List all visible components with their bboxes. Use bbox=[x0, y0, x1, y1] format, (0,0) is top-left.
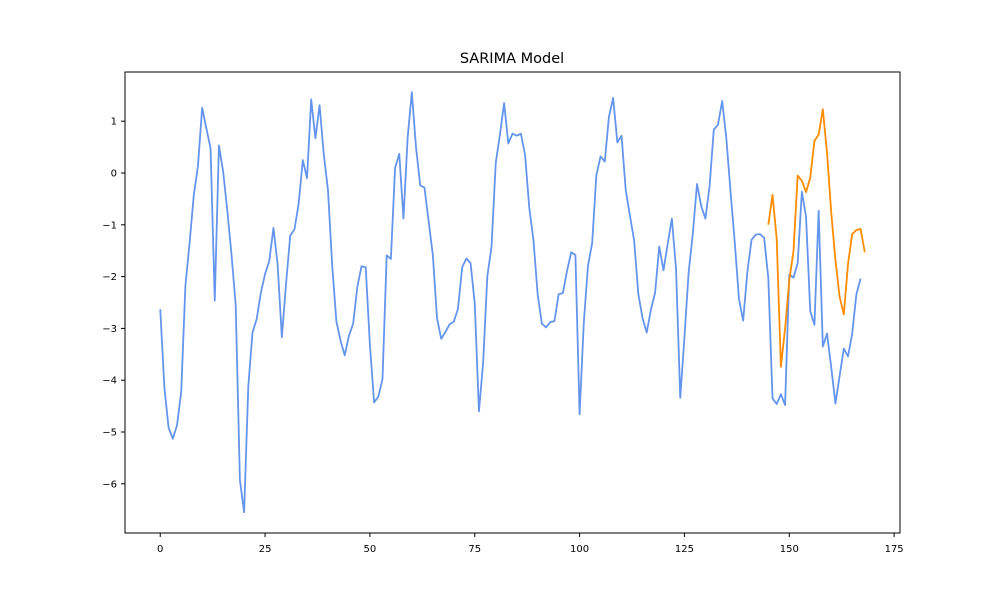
y-tick-label: −5 bbox=[102, 427, 117, 438]
y-tick-label: −4 bbox=[102, 376, 117, 387]
x-tick-label: 0 bbox=[157, 544, 163, 555]
x-tick-label: 25 bbox=[259, 544, 272, 555]
y-tick-label: −1 bbox=[102, 220, 117, 231]
chart-title: SARIMA Model bbox=[460, 51, 564, 67]
y-tick-label: −6 bbox=[102, 479, 117, 490]
y-tick-label: 1 bbox=[111, 117, 117, 128]
series-line-1 bbox=[159, 91, 862, 514]
y-axis: −6 −5 −4 −3 −2 −1 0 1 bbox=[102, 117, 125, 490]
x-tick-label: 100 bbox=[570, 544, 589, 555]
x-axis: 0 25 50 75 100 125 150 175 bbox=[157, 533, 904, 555]
y-tick-label: 0 bbox=[111, 169, 117, 180]
x-tick-label: 50 bbox=[364, 544, 377, 555]
x-tick-label: 175 bbox=[885, 544, 904, 555]
plot-area-frame bbox=[124, 71, 901, 534]
x-tick-label: 75 bbox=[468, 544, 481, 555]
x-tick-label: 150 bbox=[780, 544, 799, 555]
series-line-2 bbox=[767, 108, 866, 368]
x-tick-label: 125 bbox=[675, 544, 694, 555]
y-tick-label: −2 bbox=[102, 272, 117, 283]
y-tick-label: −3 bbox=[102, 324, 117, 335]
plot-lines bbox=[159, 91, 866, 514]
